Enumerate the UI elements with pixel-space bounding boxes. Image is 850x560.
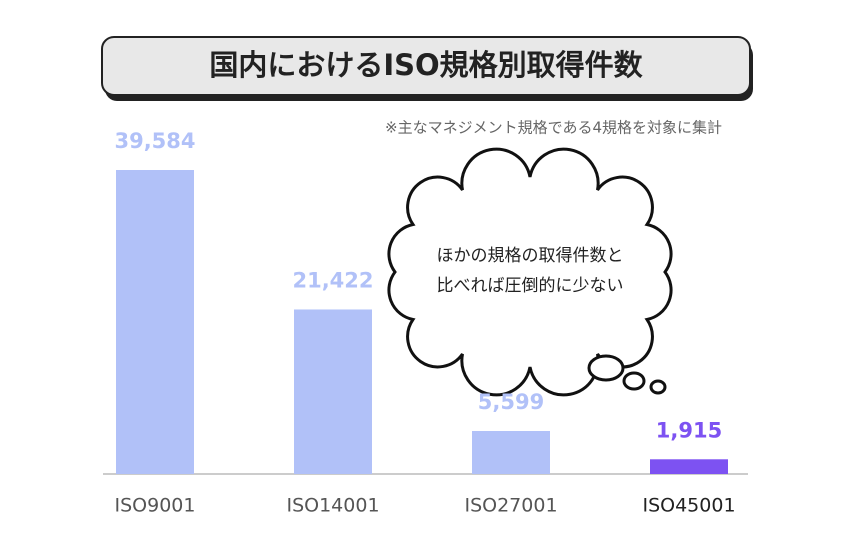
annotation-line: ほかの規格の取得件数と bbox=[437, 246, 624, 266]
value-label: 5,599 bbox=[478, 390, 544, 414]
x-tick-label: ISO45001 bbox=[642, 495, 735, 517]
chart-title: 国内におけるISO規格別取得件数 bbox=[209, 48, 643, 82]
value-label: 39,584 bbox=[114, 129, 195, 153]
title-box bbox=[101, 36, 751, 96]
bar bbox=[650, 459, 728, 474]
x-tick-label: ISO9001 bbox=[115, 495, 196, 517]
bubble-dot bbox=[587, 354, 625, 382]
x-tick-label: ISO14001 bbox=[286, 495, 379, 517]
note: ※主なマネジメント規格である4規格を対象に集計 bbox=[385, 119, 722, 137]
value-label: 1,915 bbox=[656, 418, 722, 442]
bar bbox=[472, 431, 550, 474]
x-tick-label: ISO27001 bbox=[464, 495, 557, 517]
bar bbox=[294, 309, 372, 474]
cloud bbox=[387, 147, 673, 397]
thought-bubble bbox=[387, 147, 673, 397]
bar bbox=[116, 170, 194, 474]
bubble-dot bbox=[622, 371, 646, 391]
value-label: 21,422 bbox=[292, 268, 373, 292]
bubble-dot bbox=[649, 379, 667, 395]
annotation-line: 比べれば圧倒的に少ない bbox=[437, 276, 624, 296]
